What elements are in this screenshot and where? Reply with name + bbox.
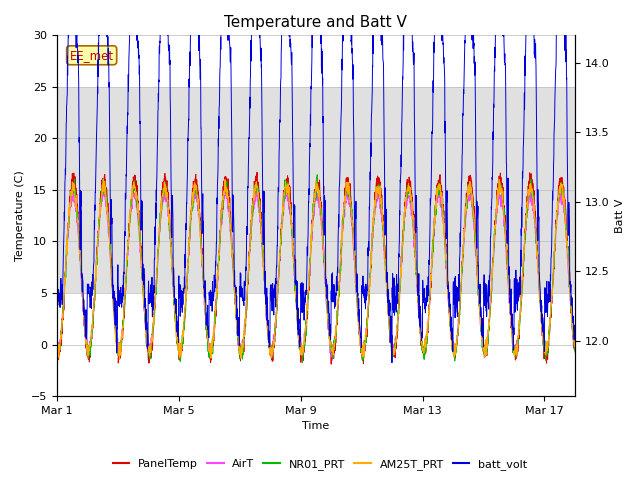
Y-axis label: Temperature (C): Temperature (C) xyxy=(15,170,25,261)
Y-axis label: Batt V: Batt V xyxy=(615,199,625,233)
Title: Temperature and Batt V: Temperature and Batt V xyxy=(225,15,407,30)
Bar xyxy=(57,87,575,293)
X-axis label: Time: Time xyxy=(302,421,330,432)
Legend: PanelTemp, AirT, NR01_PRT, AM25T_PRT, batt_volt: PanelTemp, AirT, NR01_PRT, AM25T_PRT, ba… xyxy=(108,455,532,474)
Text: EE_met: EE_met xyxy=(70,49,114,62)
